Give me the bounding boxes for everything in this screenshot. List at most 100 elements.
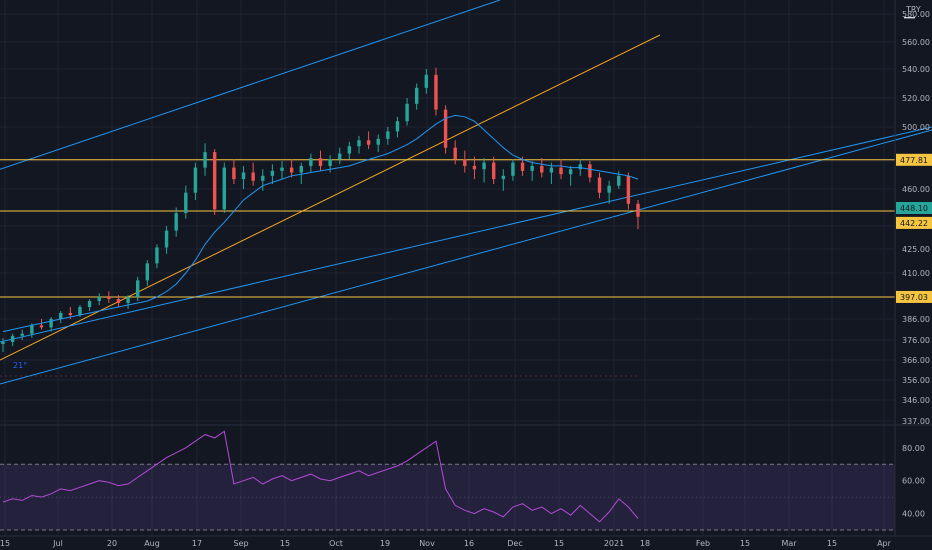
rsi-tick-label: 40.00 <box>902 510 925 519</box>
time-tick-label: Sep <box>233 539 248 548</box>
candle-body <box>338 153 342 160</box>
candle-body <box>174 213 178 231</box>
trendline-orange <box>0 34 661 361</box>
candle-body <box>453 147 457 160</box>
rsi-tick-label: 60.00 <box>902 477 925 486</box>
time-tick-label: Mar <box>781 539 797 548</box>
candle-body <box>511 162 515 176</box>
price-tick-label: 376.00 <box>902 336 930 345</box>
candle-body <box>289 167 294 173</box>
time-tick-label: 19 <box>380 539 390 548</box>
candle-body <box>203 152 207 168</box>
candle-body <box>222 167 226 210</box>
candle-body <box>10 335 15 342</box>
price-tick-label: 520.00 <box>902 94 930 103</box>
candle-body <box>270 170 275 176</box>
candle-body <box>261 175 265 181</box>
price-tick-label: 460.00 <box>902 185 930 194</box>
candle-body <box>39 325 44 328</box>
candle-body <box>607 185 611 193</box>
candle-body <box>463 159 467 166</box>
candle-body <box>415 87 419 104</box>
candle-body <box>212 152 217 210</box>
price-badge <box>896 216 932 229</box>
price-tick-label: 580.00 <box>902 10 930 19</box>
time-tick-label: 18 <box>640 539 650 548</box>
price-badge <box>896 290 932 303</box>
candle-body <box>126 297 130 303</box>
price-tick-label: 540.00 <box>902 65 930 74</box>
candle-body <box>491 162 496 180</box>
time-tick-label: 15 <box>740 539 750 548</box>
rsi-band-fill <box>0 464 895 531</box>
candle-body <box>472 165 477 170</box>
time-tick-label: Dec <box>507 539 522 548</box>
candle-body <box>20 333 24 336</box>
candle-body <box>395 121 400 132</box>
candle-body <box>145 263 150 281</box>
price-tick-label: 386.00 <box>902 315 930 324</box>
price-tick-label: 560.00 <box>902 38 930 47</box>
time-tick-label: 2021 <box>604 539 624 548</box>
time-tick-label: Feb <box>696 539 710 548</box>
candle-body <box>97 297 101 301</box>
candle-body <box>540 165 544 173</box>
candle-body <box>232 167 236 180</box>
candle-body <box>626 175 631 204</box>
candle-body <box>280 167 284 171</box>
trendline-lower <box>0 129 932 385</box>
candle-body <box>568 169 573 175</box>
time-tick-label: 20 <box>107 539 117 548</box>
candle-body <box>405 103 409 122</box>
candle-body <box>501 175 506 180</box>
scale-icon[interactable] <box>904 17 915 19</box>
price-tick-label: 500.00 <box>902 123 930 132</box>
price-tick-label: 410.00 <box>902 269 930 278</box>
candle-body <box>520 162 525 171</box>
candle-body <box>155 247 159 264</box>
price-badges: 477.81 448.10 442.22 397.03 <box>896 153 932 303</box>
candle-body <box>559 167 563 175</box>
time-tick-label: Nov <box>419 539 435 548</box>
candle-body <box>328 159 332 166</box>
candle-body <box>482 162 486 170</box>
price-badge <box>896 153 932 166</box>
price-badge-label: 442.22 <box>900 219 928 228</box>
candle-body <box>636 203 640 217</box>
candle-body <box>530 165 534 171</box>
price-badge <box>896 202 932 215</box>
price-tick-label: 346.00 <box>902 396 930 405</box>
candle-body <box>299 165 303 173</box>
time-tick-label: 17 <box>192 539 202 548</box>
price-tick-label: 337.00 <box>902 417 930 426</box>
candle-body <box>443 109 448 148</box>
time-tick-label: 15 <box>0 539 10 548</box>
candle-body <box>107 297 111 299</box>
time-tick-label: 15 <box>554 539 564 548</box>
price-badge-label: 477.81 <box>900 156 928 165</box>
trendlines <box>0 0 932 385</box>
rsi-axis[interactable]: 40.00 60.00 80.00 <box>902 444 925 519</box>
price-candles <box>1 67 640 352</box>
candle-body <box>357 140 361 147</box>
candle-body <box>251 172 255 181</box>
candle-body <box>1 342 5 344</box>
candle-body <box>386 131 390 139</box>
candle-body <box>376 138 380 145</box>
candle-body <box>116 299 121 303</box>
time-tick-label: 15 <box>827 539 837 548</box>
annotation-label: 21° <box>13 361 27 370</box>
candle-body <box>30 325 34 334</box>
candle-body <box>184 192 188 214</box>
trendline-upper <box>0 0 501 170</box>
time-tick-label: Aug <box>144 539 160 548</box>
candle-body <box>68 313 73 315</box>
rsi-pane <box>0 430 895 531</box>
rsi-tick-label: 80.00 <box>902 444 925 453</box>
candle-body <box>164 230 169 248</box>
candle-body <box>49 319 53 328</box>
time-axis[interactable]: 15 Jul 20 Aug 17 Sep 15 Oct 19 Nov 16 Dec 15 2021 18 Fe… <box>0 539 892 548</box>
time-tick-label: Jul <box>52 539 63 548</box>
